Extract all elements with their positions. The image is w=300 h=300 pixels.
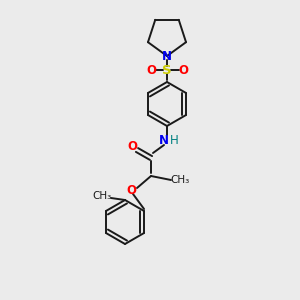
Text: CH₃: CH₃ [170,175,190,185]
Text: CH₃: CH₃ [92,191,112,201]
Text: N: N [162,50,172,62]
Text: O: O [126,184,136,196]
Text: N: N [159,134,169,146]
Text: O: O [146,64,156,76]
Text: O: O [127,140,137,154]
Text: H: H [169,134,178,146]
Text: S: S [162,64,172,76]
Text: O: O [178,64,188,76]
